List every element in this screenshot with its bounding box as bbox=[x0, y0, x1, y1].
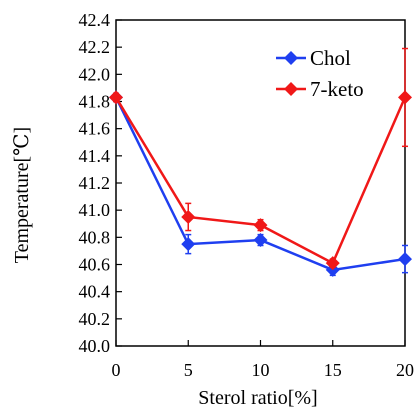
y-axis-title: Temperature[℃] bbox=[11, 127, 33, 263]
y-tick-label: 42.2 bbox=[79, 37, 111, 57]
y-tick-label: 42.4 bbox=[79, 10, 111, 30]
y-tick-label: 40.2 bbox=[79, 309, 111, 329]
y-tick-label: 41.0 bbox=[79, 200, 111, 220]
legend-marker-chol bbox=[284, 51, 298, 65]
y-tick-label: 40.0 bbox=[79, 336, 111, 356]
x-tick-label: 0 bbox=[112, 360, 121, 380]
x-tick-label: 20 bbox=[396, 360, 414, 380]
legend-marker-7-keto bbox=[284, 82, 298, 96]
y-tick-label: 41.4 bbox=[79, 146, 111, 166]
x-axis-ticks: 0 5 10 15 20 bbox=[112, 340, 414, 380]
x-tick-label: 15 bbox=[324, 360, 342, 380]
y-tick-label: 42.0 bbox=[79, 64, 111, 84]
series-layer bbox=[109, 47, 412, 277]
plot-frame bbox=[115, 19, 406, 347]
data-point bbox=[325, 256, 340, 271]
y-axis-ticks: 40.0 40.2 40.4 40.6 40.8 41.0 41.2 41.4 41.6 41.8… bbox=[79, 10, 122, 356]
data-point bbox=[398, 90, 412, 105]
y-tick-label: 41.6 bbox=[79, 119, 111, 139]
plot-area bbox=[115, 19, 406, 347]
data-point bbox=[398, 252, 412, 267]
data-point bbox=[181, 237, 196, 252]
legend-label-chol: Chol bbox=[310, 46, 351, 70]
data-point bbox=[181, 209, 196, 224]
y-tick-label: 40.4 bbox=[79, 282, 111, 302]
x-tick-label: 10 bbox=[252, 360, 270, 380]
y-tick-label: 41.8 bbox=[79, 92, 111, 112]
y-tick-label: 41.2 bbox=[79, 173, 111, 193]
data-point bbox=[253, 218, 268, 233]
legend: Chol 7-keto bbox=[276, 46, 364, 101]
data-point bbox=[109, 90, 123, 105]
x-axis-title: Sterol ratio[%] bbox=[198, 387, 317, 409]
y-tick-label: 40.8 bbox=[79, 227, 111, 247]
legend-label-7-keto: 7-keto bbox=[310, 77, 364, 101]
x-tick-label: 5 bbox=[184, 360, 193, 380]
y-tick-label: 40.6 bbox=[79, 255, 111, 275]
data-point bbox=[253, 233, 268, 248]
series-7-keto bbox=[109, 47, 412, 271]
